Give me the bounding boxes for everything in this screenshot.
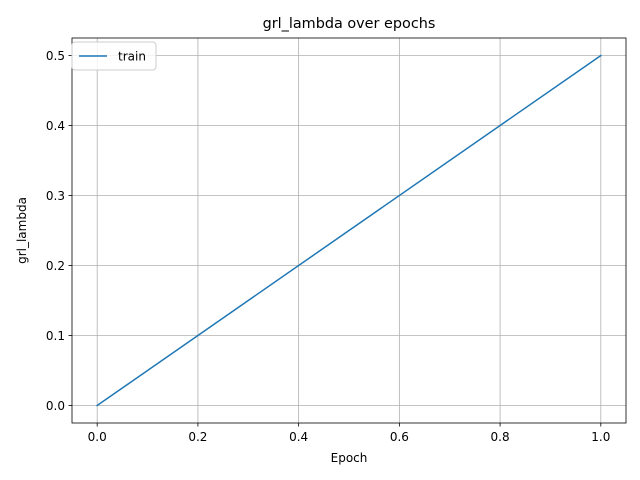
x-tick-label: 0.4 bbox=[289, 430, 308, 444]
y-tick-label: 0.1 bbox=[46, 329, 65, 343]
y-axis-title: grl_lambda bbox=[15, 197, 29, 264]
x-tick-label: 0.8 bbox=[491, 430, 510, 444]
y-axis-ticks: 0.0 0.1 0.2 0.3 0.4 0.5 bbox=[46, 49, 72, 413]
legend-box bbox=[71, 41, 157, 71]
x-tick-label: 1.0 bbox=[591, 430, 610, 444]
x-tick-label: 0.0 bbox=[88, 430, 107, 444]
x-tick-label: 0.2 bbox=[188, 430, 207, 444]
legend: train bbox=[71, 41, 157, 71]
plot-area-frame bbox=[71, 37, 627, 424]
y-tick-label: 0.2 bbox=[46, 259, 65, 273]
chart-title: grl_lambda over epochs bbox=[263, 16, 436, 32]
x-tick-label: 0.6 bbox=[390, 430, 409, 444]
series-layer bbox=[96, 54, 602, 407]
y-tick-label: 0.5 bbox=[46, 49, 65, 63]
series-line-train bbox=[96, 54, 602, 407]
y-tick-label: 0.4 bbox=[46, 119, 65, 133]
legend-label-train: train bbox=[118, 50, 146, 64]
y-tick-label: 0.0 bbox=[46, 399, 65, 413]
y-tick-label: 0.3 bbox=[46, 189, 65, 203]
x-axis-title: Epoch bbox=[331, 451, 368, 465]
grid bbox=[72, 38, 626, 423]
x-axis-ticks: 0.0 0.2 0.4 0.6 0.8 1.0 bbox=[88, 423, 610, 444]
